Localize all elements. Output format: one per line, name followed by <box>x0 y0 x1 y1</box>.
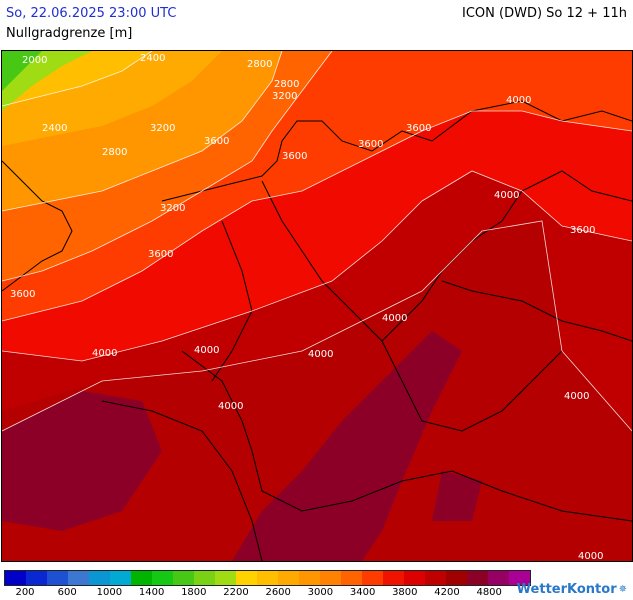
legend-swatch <box>341 571 362 585</box>
legend-swatch <box>488 571 509 585</box>
legend-swatch <box>404 571 425 585</box>
legend-tick-label: 3400 <box>349 587 376 598</box>
contour-label: 2400 <box>140 53 165 64</box>
legend-tick-label: 1000 <box>96 587 123 598</box>
legend-swatch <box>131 571 152 585</box>
legend-swatch <box>278 571 299 585</box>
legend-tick-label: 4200 <box>434 587 460 598</box>
legend-swatch <box>467 571 488 585</box>
legend-swatch <box>68 571 89 585</box>
contour-label: 2800 <box>247 59 272 70</box>
contour-label: 3600 <box>406 123 431 134</box>
legend-swatch <box>509 571 530 585</box>
color-scale-ticks: 200 600 1000 1400 1800 2200 2600 3000 3400 3800 42… <box>4 587 524 599</box>
legend-tick-label: 4800 <box>476 587 502 598</box>
legend-tick-label: 2200 <box>223 587 249 598</box>
forecast-datetime: So, 22.06.2025 23:00 UTC <box>6 6 177 21</box>
raindrops-icon: ✵ <box>618 584 627 595</box>
map-canvas: 2000 2400 2800 2800 3200 2400 2800 3200 … <box>2 51 632 561</box>
legend-swatch <box>89 571 110 585</box>
legend-swatch <box>320 571 341 585</box>
field-4600-west <box>2 391 162 531</box>
legend-tick-label: 1800 <box>181 587 207 598</box>
legend-swatch <box>299 571 320 585</box>
freezing-level-map: 2000 2400 2800 2800 3200 2400 2800 3200 … <box>1 50 633 562</box>
contour-label: 4000 <box>506 95 531 106</box>
field-4600-center <box>232 331 462 561</box>
parameter-title: Nullgradgrenze [m] <box>6 26 133 41</box>
legend-swatch <box>383 571 404 585</box>
contour-label: 3200 <box>150 123 175 134</box>
legend-swatch <box>215 571 236 585</box>
legend-tick-label: 1400 <box>138 587 165 598</box>
contour-label: 3600 <box>148 249 173 260</box>
legend-tick-label: 2600 <box>265 587 291 598</box>
contour-label: 4000 <box>92 348 117 359</box>
contour-label: 3200 <box>160 203 185 214</box>
contour-label: 4000 <box>308 349 333 360</box>
contour-label: 2400 <box>42 123 67 134</box>
legend-swatch <box>257 571 278 585</box>
contour-label: 4000 <box>578 551 603 561</box>
contour-label: 3600 <box>10 289 35 300</box>
contour-label: 2000 <box>22 55 47 66</box>
legend-swatch <box>152 571 173 585</box>
legend-swatch <box>236 571 257 585</box>
contour-lines <box>2 51 632 432</box>
legend-swatch <box>26 571 47 585</box>
contour-label: 2800 <box>102 147 127 158</box>
field-4200 <box>2 221 632 561</box>
contour-label: 3600 <box>358 139 383 150</box>
contour-label: 4000 <box>218 401 243 412</box>
legend-swatch <box>47 571 68 585</box>
legend-swatch <box>173 571 194 585</box>
contour-label: 3600 <box>570 225 595 236</box>
contour-label: 3200 <box>272 91 297 102</box>
contour-label: 3600 <box>204 136 229 147</box>
field-1800 <box>2 51 42 91</box>
contour-label: 4000 <box>494 190 519 201</box>
legend-swatch <box>194 571 215 585</box>
legend-tick-label: 200 <box>15 587 35 598</box>
color-scale-legend <box>4 570 531 586</box>
contour-label: 4000 <box>194 345 219 356</box>
legend-swatch <box>446 571 467 585</box>
legend-tick-label: 600 <box>57 587 77 598</box>
brand-name: WetterKontor <box>516 582 617 597</box>
contour-label: 4000 <box>382 313 407 324</box>
contour-label: 3600 <box>282 151 307 162</box>
legend-swatch <box>362 571 383 585</box>
field-4600-east <box>432 471 482 521</box>
wetterkontor-logo: WetterKontor ✵ <box>517 582 627 597</box>
legend-swatch <box>5 571 26 585</box>
contour-label: 4000 <box>564 391 589 402</box>
legend-swatch <box>425 571 446 585</box>
contour-label: 2800 <box>274 79 299 90</box>
legend-tick-label: 3000 <box>307 587 334 598</box>
legend-swatch <box>110 571 131 585</box>
model-run-label: ICON (DWD) So 12 + 11h <box>462 6 627 21</box>
legend-tick-label: 3800 <box>392 587 418 598</box>
